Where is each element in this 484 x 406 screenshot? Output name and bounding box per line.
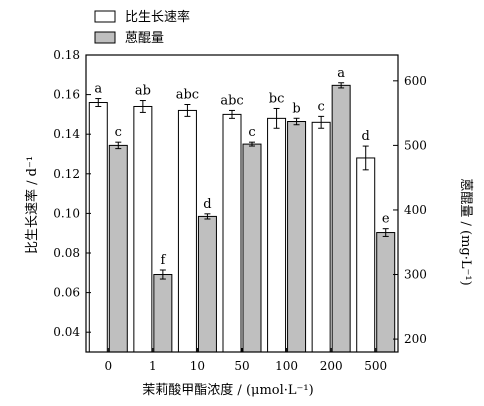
bar-growth-rate-0 [88, 102, 108, 353]
bar-growth-rate-100 [267, 117, 287, 353]
bar-growth-rate-10 [177, 109, 197, 353]
y-left-tick-label: 0.10 [53, 206, 80, 220]
significance-label-1-4: b [292, 101, 300, 116]
x-tick-label: 500 [364, 359, 387, 373]
significance-label-0-4: bc [269, 91, 285, 106]
y-axis-right-title: 蒽醌量 / (mg·L⁻¹) [458, 178, 473, 285]
y-left-tick-label: 0.14 [53, 127, 80, 141]
y-left-tick-label: 0.16 [53, 88, 80, 102]
x-axis-title: 茉莉酸甲酯浓度 / (μmol·L⁻¹) [142, 382, 313, 398]
x-tick-label: 100 [275, 359, 298, 373]
bar-growth-rate-50 [222, 113, 242, 353]
y-left-tick-label: 0.18 [53, 48, 80, 62]
significance-label-1-1: f [160, 253, 166, 268]
significance-label-1-6: e [382, 212, 390, 227]
y-left-tick-label: 0.12 [53, 167, 80, 181]
significance-label-0-3: abc [220, 93, 243, 108]
y-right-tick-label: 300 [404, 268, 427, 282]
y-left-tick-label: 0.04 [53, 325, 80, 339]
x-tick-label: 1 [149, 359, 157, 373]
x-tick-label: 0 [104, 359, 112, 373]
y-left-tick-label: 0.06 [53, 286, 80, 300]
significance-label-1-5: a [337, 66, 345, 81]
y-left-tick-label: 0.08 [53, 246, 80, 260]
x-tick-label: 10 [190, 359, 205, 373]
significance-label-0-1: ab [135, 84, 151, 99]
bar-growth-rate-500 [356, 157, 376, 353]
bar-anthraquinone-50 [242, 143, 262, 353]
y-axis-left-title: 比生长速率 / d⁻¹ [24, 156, 40, 254]
bar-growth-rate-1 [133, 105, 153, 353]
significance-label-0-6: d [362, 129, 370, 144]
significance-label-1-2: d [203, 197, 211, 212]
legend-label-anthraquinone: 蒽醌量 [125, 31, 164, 46]
legend: 比生长速率 蒽醌量 [94, 9, 190, 46]
x-tick-label: 200 [320, 359, 343, 373]
plot-area: a ab abc abc bc c d c f d c b a e 0.04 0.06 0.08 0.10 0.12… [53, 48, 427, 373]
bar-anthraquinone-100 [287, 121, 307, 353]
significance-label-0-0: a [94, 82, 102, 97]
bar-anthraquinone-200 [331, 84, 351, 353]
significance-label-0-2: abc [176, 88, 199, 103]
y-right-tick-label: 400 [404, 203, 427, 217]
legend-swatch-anthraquinone [94, 31, 116, 44]
bar-anthraquinone-10 [197, 215, 217, 353]
significance-label-0-5: c [318, 99, 325, 114]
x-tick-label: 50 [234, 359, 249, 373]
significance-label-1-0: c [115, 125, 122, 140]
legend-label-growth-rate: 比生长速率 [125, 9, 190, 25]
bar-anthraquinone-500 [376, 232, 396, 353]
legend-swatch-growth-rate [94, 10, 116, 23]
bar-growth-rate-200 [311, 121, 331, 353]
bar-anthraquinone-1 [153, 274, 173, 353]
y-right-tick-label: 200 [404, 332, 427, 346]
bar-anthraquinone-0 [108, 144, 128, 353]
y-right-tick-label: 500 [404, 138, 427, 152]
y-right-tick-label: 600 [404, 74, 427, 88]
significance-label-1-3: c [248, 125, 255, 140]
